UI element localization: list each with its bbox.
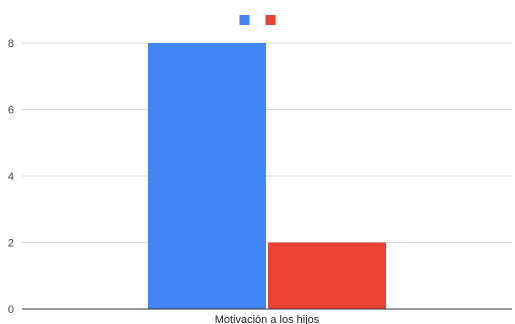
y-tick-label: 6 <box>8 105 14 117</box>
y-axis: 0 2 4 6 8 <box>8 38 14 316</box>
legend-swatch-2 <box>266 15 276 25</box>
x-category-label: Motivación a los hijos <box>215 314 320 324</box>
y-tick-label: 2 <box>8 238 14 250</box>
y-tick-label: 0 <box>8 304 14 316</box>
y-tick-label: 8 <box>8 38 14 50</box>
y-tick-label: 4 <box>8 171 14 183</box>
gridlines <box>22 43 512 243</box>
legend-swatch-1 <box>240 15 250 25</box>
x-axis: Motivación a los hijos <box>215 314 320 324</box>
bar-series-2 <box>268 243 386 310</box>
bar-series-1 <box>148 43 266 309</box>
legend <box>240 15 276 25</box>
